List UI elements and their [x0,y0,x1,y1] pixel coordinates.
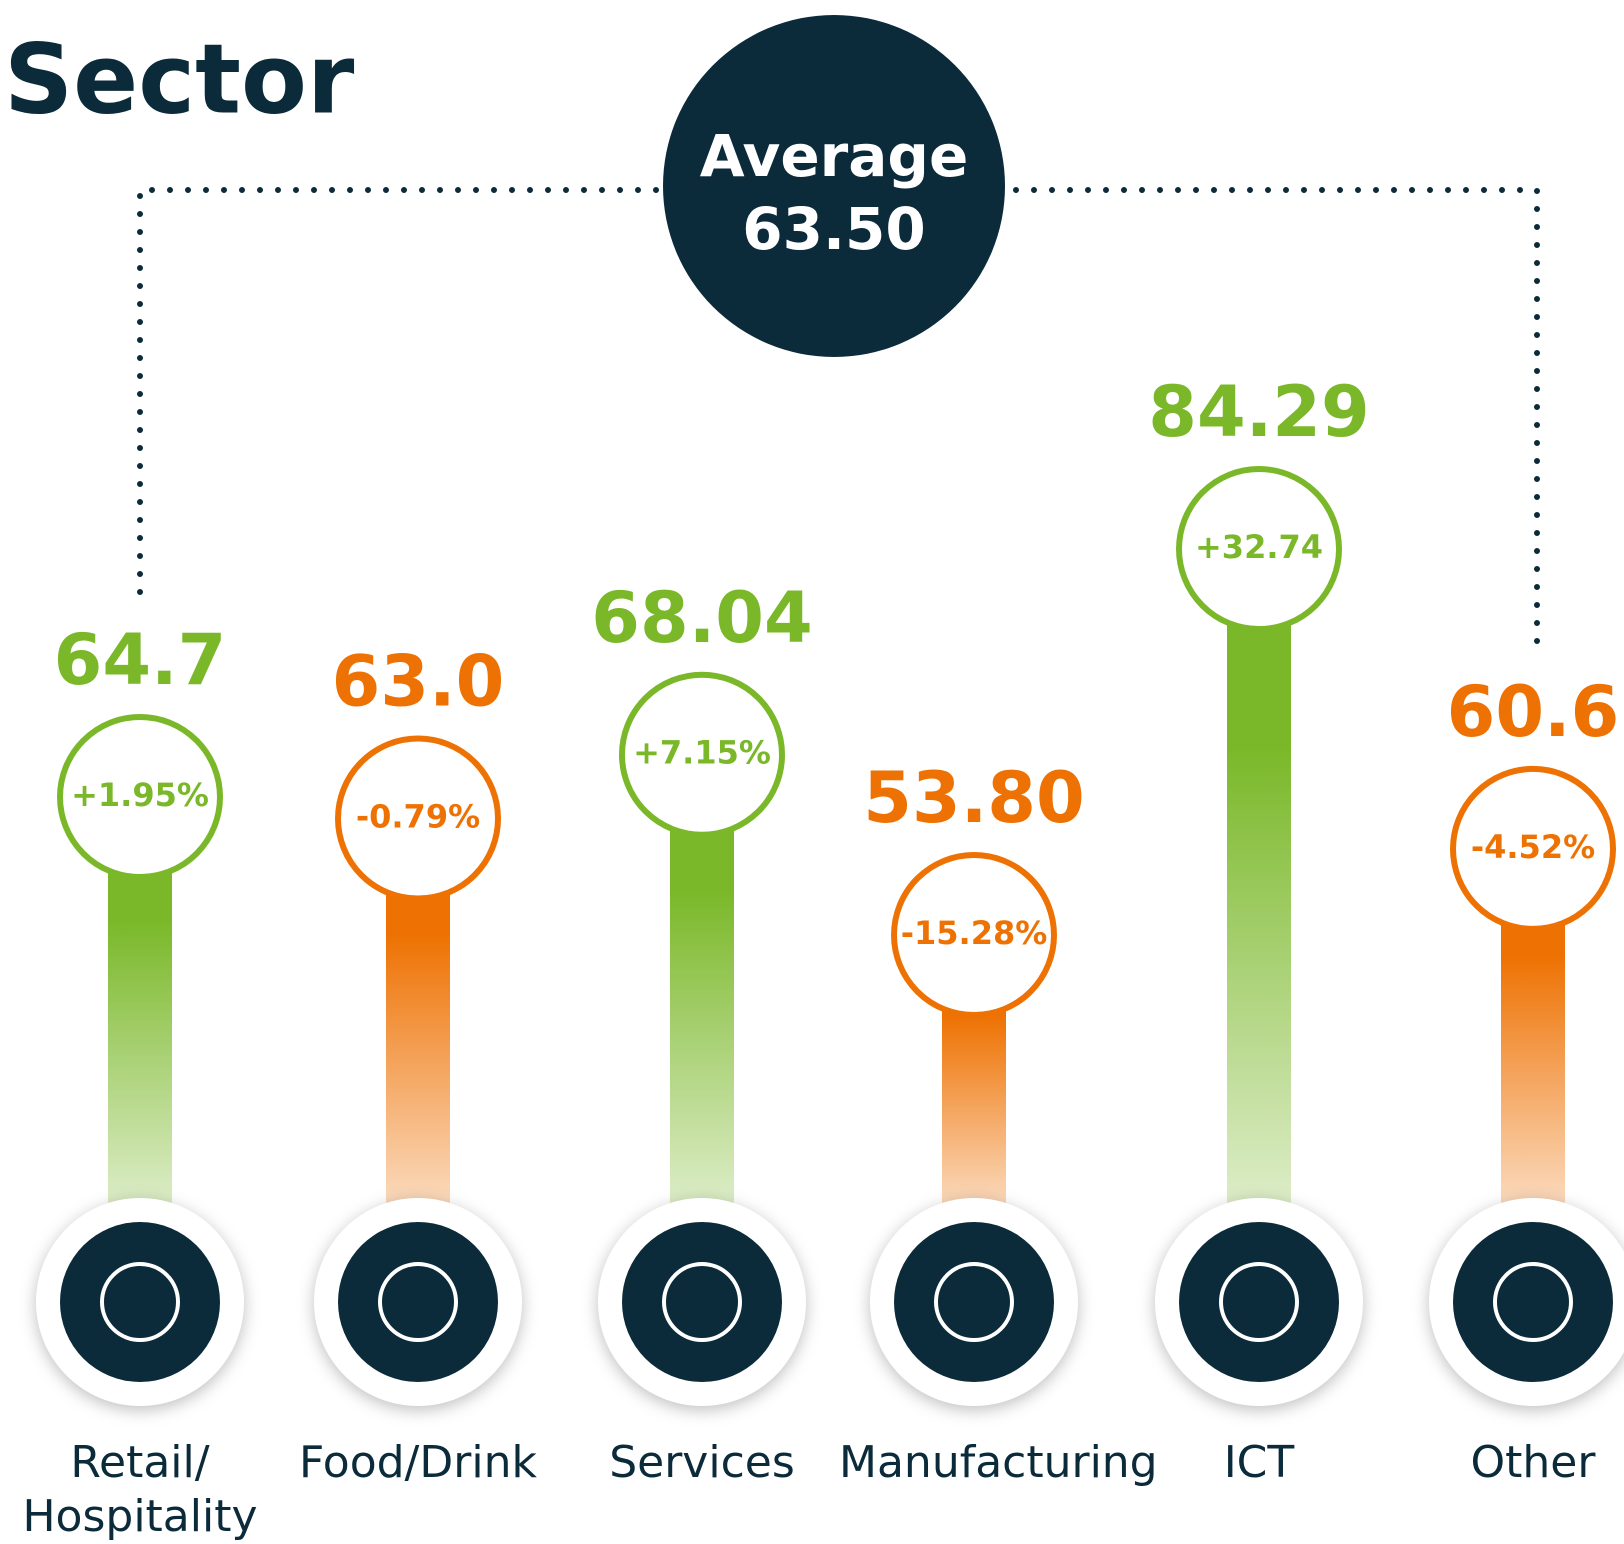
category-label: Other [1470,1437,1596,1488]
value-circle [335,735,501,902]
change-label: -0.79% [356,798,480,836]
icon [1453,1222,1613,1382]
value-circle [619,671,785,838]
value-circle [57,714,223,881]
category-label: Food/Drink [299,1437,537,1488]
icon-glyph [1219,1262,1299,1342]
icon-glyph [1493,1262,1573,1342]
bar [1227,549,1291,1208]
icon [622,1222,782,1382]
category-label: Manufacturing [839,1437,1158,1488]
value-circle [1176,466,1342,632]
icon [60,1222,220,1382]
average-circle [663,15,1005,357]
icon-glyph [662,1262,742,1342]
chart-title: Sector [4,23,355,135]
category-label: Retail/ Hospitality [22,1437,258,1542]
category-label: Services [609,1437,795,1488]
icon-glyph [934,1262,1014,1342]
category-label: ICT [1223,1437,1295,1488]
icon [338,1222,498,1382]
icon-glyph [100,1262,180,1342]
value-label: 60.6 [1447,671,1620,753]
value-label: 68.04 [591,577,812,659]
value-label: 64.7 [54,619,227,701]
value-label: 53.80 [863,757,1084,839]
change-label: +32.74 [1195,528,1323,566]
average-label: Average [700,122,969,190]
value-circle [891,852,1057,1018]
value-label: 63.0 [332,641,505,723]
change-label: +7.15% [633,734,771,772]
icon [1179,1222,1339,1382]
change-label: -4.52% [1471,828,1595,866]
value-label: 84.29 [1148,371,1369,453]
change-label: -15.28% [901,914,1048,952]
icon [894,1222,1054,1382]
average-value: 63.50 [742,195,925,263]
value-circle [1450,765,1616,932]
icon-glyph [378,1262,458,1342]
change-label: +1.95% [71,776,209,814]
